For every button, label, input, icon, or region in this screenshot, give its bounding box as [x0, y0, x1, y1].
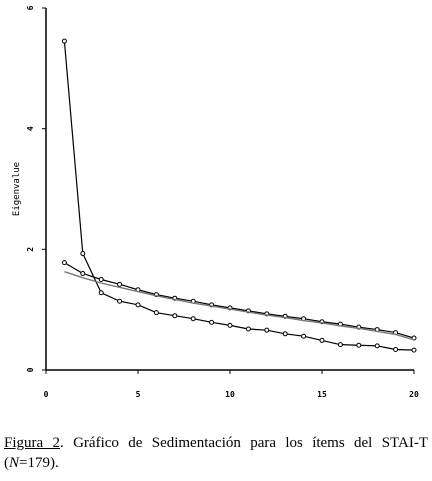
data-point	[209, 319, 215, 325]
data-point	[117, 298, 123, 304]
axis-ticks: 0 5 10 15 20 0 2 4 6	[26, 5, 419, 399]
series-1	[61, 38, 417, 353]
x-tick-label: 0	[44, 390, 49, 399]
data-point	[80, 251, 86, 257]
y-tick-label: 6	[26, 5, 35, 10]
x-tick-label: 15	[317, 390, 327, 399]
plot-area: Eigenvalue	[12, 8, 414, 371]
data-point	[411, 347, 417, 353]
data-point	[319, 337, 325, 343]
data-point	[135, 302, 141, 308]
data-point	[61, 260, 67, 266]
data-point	[227, 322, 233, 328]
series-line	[63, 41, 415, 351]
series-3	[64, 270, 415, 341]
data-point	[374, 343, 380, 349]
x-tick-label: 5	[136, 390, 141, 399]
series-2	[61, 260, 417, 341]
data-point	[61, 38, 67, 44]
data-point	[80, 270, 86, 276]
caption-n-value: =179).	[19, 455, 59, 471]
data-point	[356, 342, 362, 348]
data-point	[172, 313, 178, 319]
caption-text: . Gráfico de Sedimentación para los ítem…	[4, 435, 428, 471]
scree-plot: Eigenvalue 0 5 10 15 20 0 2 4 6	[12, 5, 419, 399]
data-point	[264, 327, 270, 333]
data-point	[153, 310, 159, 316]
data-point	[98, 290, 104, 296]
x-tick-label: 10	[225, 390, 235, 399]
y-axis-title: Eigenvalue	[12, 162, 22, 216]
caption-n-symbol: N	[9, 455, 20, 471]
y-tick-label: 2	[26, 247, 35, 252]
y-tick-label: 4	[26, 126, 35, 131]
data-point	[190, 316, 196, 322]
x-tick-label: 20	[409, 390, 419, 399]
data-point	[117, 281, 123, 287]
y-tick-label: 0	[26, 367, 35, 372]
data-point	[245, 326, 251, 332]
data-point	[337, 342, 343, 348]
figure-label: Figura 2	[4, 435, 60, 451]
series-layer	[61, 38, 417, 353]
data-point	[301, 333, 307, 339]
figure-caption: Figura 2. Gráfico de Sedimentación para …	[4, 433, 428, 473]
data-point	[282, 331, 288, 337]
data-point	[393, 346, 399, 352]
series-line	[64, 270, 415, 341]
series-line	[64, 262, 415, 339]
data-point	[98, 277, 104, 282]
